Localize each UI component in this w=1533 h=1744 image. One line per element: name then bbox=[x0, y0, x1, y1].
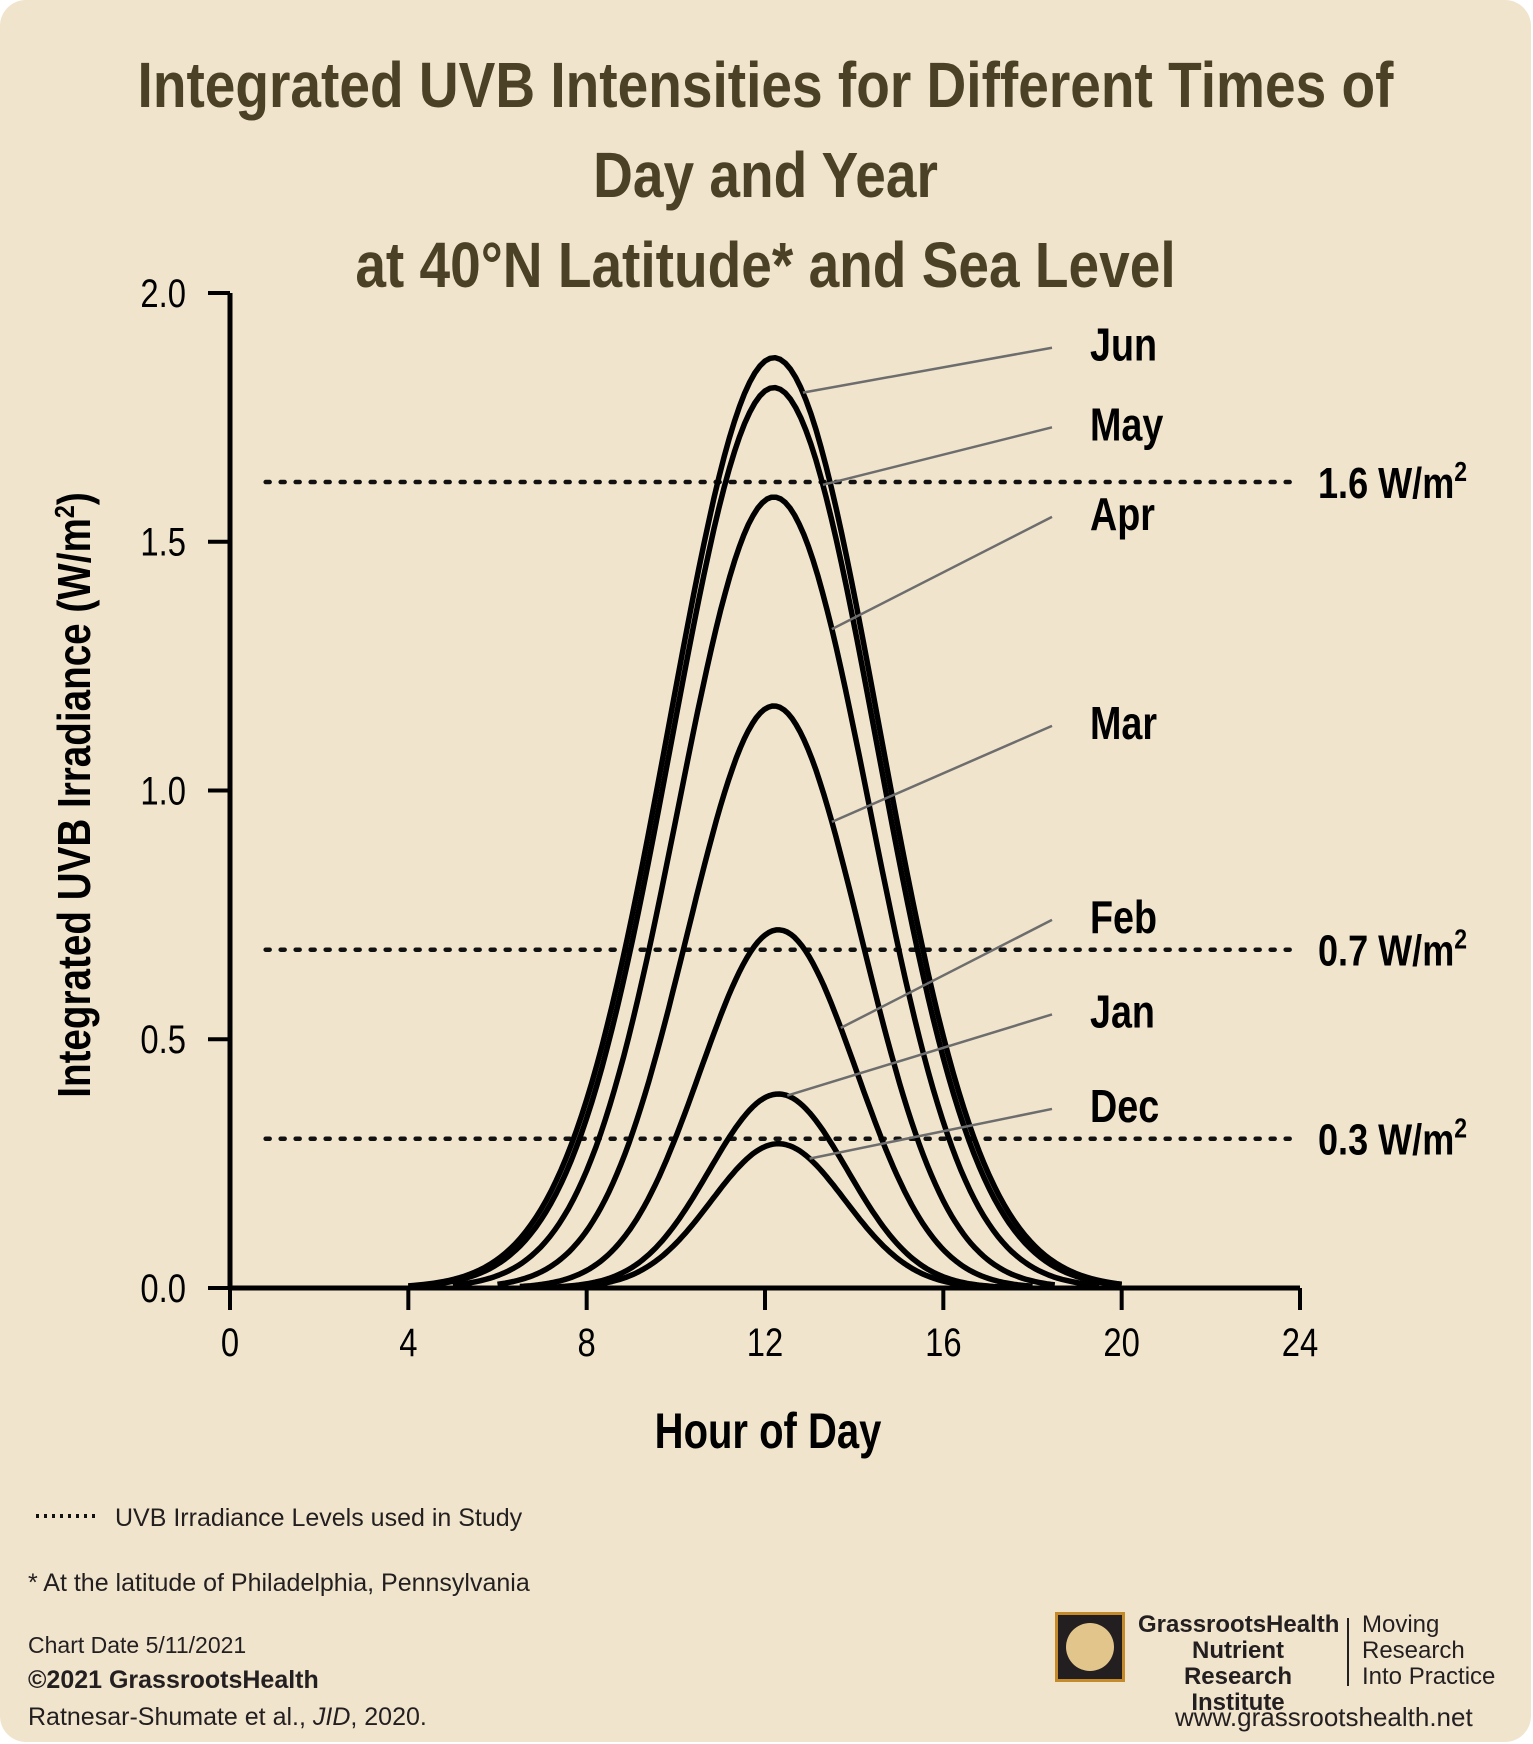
reference-label-0: 1.6 W/m2 bbox=[1318, 457, 1467, 508]
series-label-apr: Apr bbox=[1090, 488, 1155, 539]
leader-line-jun bbox=[802, 346, 1053, 394]
x-tick-label-16: 16 bbox=[925, 1320, 961, 1365]
series-label-jun: Jun bbox=[1090, 319, 1157, 370]
series-line-feb bbox=[519, 927, 1033, 1290]
leader-line-may bbox=[822, 426, 1053, 487]
org-name-line-2: Nutrient bbox=[1192, 1637, 1284, 1664]
org-tagline-line-1: Moving bbox=[1362, 1611, 1440, 1638]
y-axis-title: Integrated UVB Irradiance (W/m2) bbox=[49, 492, 100, 1098]
vitruvian-logo-icon bbox=[1055, 1612, 1125, 1682]
leader-line-mar bbox=[831, 724, 1053, 824]
chart-title-line-1: Integrated UVB Intensities for Different… bbox=[137, 49, 1394, 211]
y-tick-label-1: 0.5 bbox=[140, 1017, 186, 1062]
x-tick-label-8: 8 bbox=[578, 1320, 596, 1365]
series-label-may: May bbox=[1090, 399, 1164, 450]
citation-year: , 2020. bbox=[350, 1703, 427, 1731]
org-name-line-1: GrassrootsHealth bbox=[1138, 1611, 1340, 1638]
chart-title: Integrated UVB Intensities for Different… bbox=[107, 40, 1424, 310]
chart-title-line-2: at 40°N Latitude* and Sea Level bbox=[355, 229, 1176, 301]
logo-divider bbox=[1347, 1618, 1349, 1686]
org-tagline: Moving Research Into Practice bbox=[1362, 1612, 1495, 1690]
series-line-apr bbox=[452, 494, 1100, 1289]
x-tick-label-0: 0 bbox=[221, 1320, 239, 1365]
series-label-feb: Feb bbox=[1090, 891, 1157, 942]
series-line-jun bbox=[408, 354, 1123, 1289]
x-tick-label-4: 4 bbox=[399, 1320, 417, 1365]
reference-label-2: 0.3 W/m2 bbox=[1318, 1114, 1467, 1165]
y-tick-label-2: 1.0 bbox=[140, 768, 186, 813]
citation-journal: JID bbox=[312, 1703, 351, 1731]
website-link[interactable]: www.grassrootshealth.net bbox=[1175, 1702, 1473, 1732]
chart-date: Chart Date 5/11/2021 bbox=[28, 1632, 247, 1658]
org-name: GrassrootsHealth Nutrient Research Insti… bbox=[1138, 1611, 1340, 1716]
footnote-latitude: * At the latitude of Philadelphia, Penns… bbox=[28, 1569, 530, 1597]
y-tick-label-3: 1.5 bbox=[140, 520, 186, 565]
x-tick-label-12: 12 bbox=[747, 1320, 783, 1365]
x-axis-title: Hour of Day bbox=[655, 1403, 882, 1459]
series-line-mar bbox=[497, 703, 1056, 1288]
series-label-mar: Mar bbox=[1090, 697, 1157, 748]
leader-line-dec bbox=[809, 1107, 1053, 1160]
series-label-dec: Dec bbox=[1090, 1080, 1159, 1131]
org-name-line-3: Research Institute bbox=[1183, 1663, 1293, 1716]
citation-authors: Ratnesar-Shumate et al., bbox=[28, 1703, 313, 1731]
y-tick-label-0: 0.0 bbox=[140, 1266, 186, 1311]
x-tick-label-24: 24 bbox=[1282, 1320, 1318, 1365]
org-tagline-line-2: Research bbox=[1362, 1637, 1465, 1664]
series-line-jan bbox=[542, 1091, 1011, 1291]
legend-dotted-label: UVB Irradiance Levels used in Study bbox=[115, 1504, 523, 1532]
reference-label-1: 0.7 W/m2 bbox=[1318, 925, 1467, 976]
y-tick-label-4: 2.0 bbox=[140, 271, 186, 316]
leader-line-feb bbox=[840, 918, 1053, 1030]
copyright: ©2021 GrassrootsHealth bbox=[28, 1666, 319, 1694]
series-label-jan: Jan bbox=[1090, 986, 1155, 1037]
x-tick-label-20: 20 bbox=[1103, 1320, 1139, 1365]
citation: Ratnesar-Shumate et al., JID, 2020. bbox=[28, 1703, 427, 1732]
series-line-may bbox=[408, 384, 1122, 1290]
org-tagline-line-3: Into Practice bbox=[1362, 1663, 1496, 1690]
leader-line-jan bbox=[786, 1013, 1053, 1097]
series-line-dec bbox=[542, 1140, 1011, 1291]
leader-line-apr bbox=[831, 515, 1053, 631]
